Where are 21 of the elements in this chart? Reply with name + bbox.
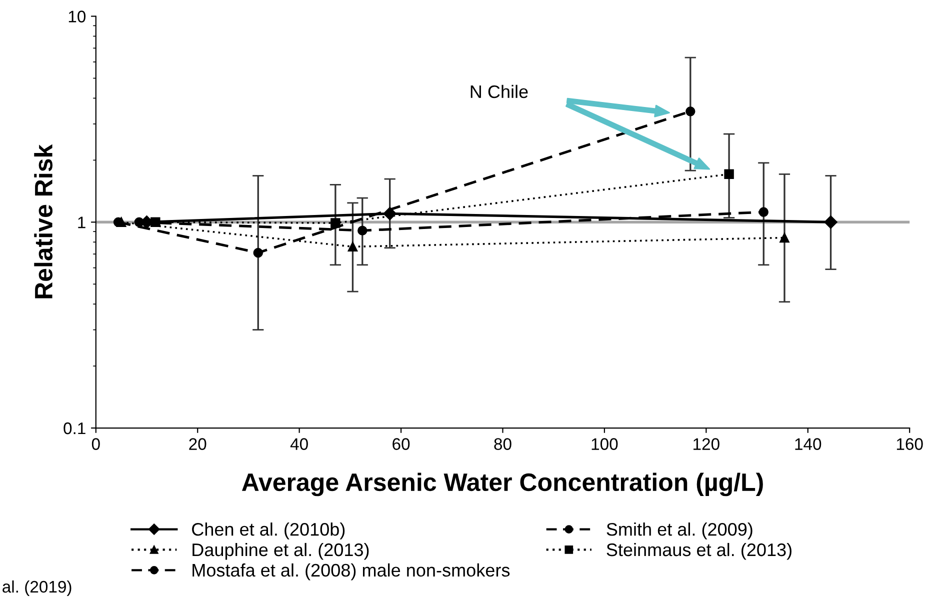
legend-label: Dauphine et al. (2013) [192,542,369,560]
y-tick-label: 0.1 [64,422,86,434]
x-tick-label: 60 [392,438,410,450]
legend-label: Chen et al. (2010b) [192,522,345,540]
y-tick-label: 10 [68,10,86,22]
x-tick-label: 160 [896,438,923,450]
x-tick-label: 40 [290,438,308,450]
x-tick-label: 80 [494,438,512,450]
legend-label: Smith et al. (2009) [606,522,752,540]
x-tick-label: 140 [795,438,822,450]
x-tick-label: 0 [92,438,100,450]
text: al. (2019) [2,580,72,596]
x-tick-label: 120 [694,438,720,450]
legend-label: Mostafa et al. (2008) male non-smokers [192,563,510,580]
x-tick-label: 100 [592,438,618,450]
x-axis-title: Average Arsenic Water Concentration (µg/L) [242,472,763,496]
legend-label: Steinmaus et al. (2013) [606,542,792,560]
annotation: N Chile [470,84,528,98]
y-axis-title: Relative Risk [34,144,53,298]
x-tick-label: 20 [189,438,206,450]
y-tick-label: 1 [78,216,86,228]
